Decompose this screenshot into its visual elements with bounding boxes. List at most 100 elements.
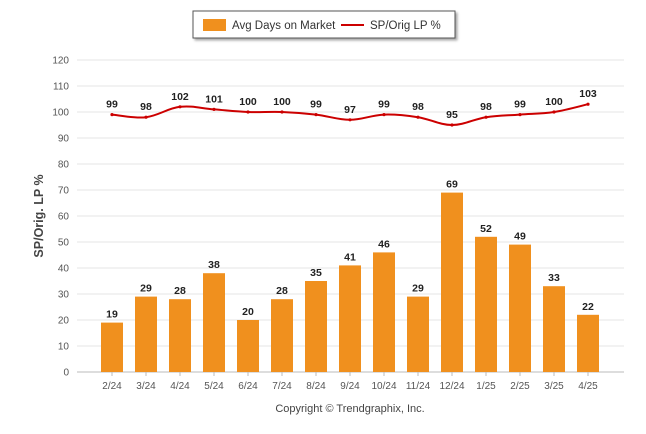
y-tick-label: 60 <box>58 212 70 223</box>
y-axis-ticks: 0 10 20 30 40 50 60 70 80 90 100 110 120 <box>52 56 69 379</box>
y-tick-label: 70 <box>58 186 70 197</box>
bar-value-label: 41 <box>344 251 356 263</box>
bar-series <box>101 192 599 372</box>
line-point <box>246 110 250 114</box>
x-tick-label: 9/24 <box>340 381 360 392</box>
bar <box>441 192 463 372</box>
bar-value-label: 20 <box>242 306 254 318</box>
bar-value-label: 33 <box>548 272 560 284</box>
line-point <box>416 115 420 119</box>
line-point <box>110 113 114 117</box>
bar-value-label: 28 <box>276 285 288 297</box>
line-point <box>144 115 148 119</box>
x-axis-ticks: 2/24 3/24 4/24 5/24 6/24 7/24 8/24 9/24 10/24 11/… <box>102 372 598 392</box>
y-tick-label: 120 <box>52 56 69 67</box>
x-tick-label: 8/24 <box>306 381 326 392</box>
line-point <box>518 113 522 117</box>
legend-label-bar: Avg Days on Market <box>232 20 336 32</box>
line-data-labels: 99 98 102 101 100 100 99 97 99 98 95 98 99 100 103 <box>106 88 597 121</box>
bar <box>237 320 259 372</box>
line-value-label: 100 <box>239 96 257 108</box>
y-tick-label: 80 <box>58 160 70 171</box>
line-point <box>450 123 454 127</box>
bar <box>373 252 395 372</box>
line-value-label: 102 <box>171 91 189 103</box>
legend: Avg Days on Market SP/Orig LP % <box>192 10 456 39</box>
y-tick-label: 110 <box>53 82 69 93</box>
y-axis-title: SP/Orig. LP % <box>32 174 46 257</box>
bar-value-label: 29 <box>412 283 424 295</box>
x-tick-label: 7/24 <box>272 381 292 392</box>
bar <box>577 314 599 372</box>
x-tick-label: 6/24 <box>238 381 258 392</box>
line-value-label: 99 <box>106 99 118 111</box>
bar-value-label: 35 <box>310 267 322 279</box>
x-tick-label: 4/24 <box>170 381 190 392</box>
bar-value-label: 29 <box>140 283 152 295</box>
bar <box>305 281 327 372</box>
bar-value-label: 49 <box>514 231 526 243</box>
x-tick-label: 2/25 <box>510 381 530 392</box>
y-tick-label: 20 <box>58 316 70 327</box>
bar-value-label: 46 <box>378 238 390 250</box>
x-tick-label: 5/24 <box>204 381 224 392</box>
bar-value-label: 19 <box>106 309 118 321</box>
line-value-label: 95 <box>446 109 458 121</box>
y-tick-label: 100 <box>52 108 69 119</box>
y-tick-label: 50 <box>58 238 70 249</box>
line-point <box>348 118 352 122</box>
x-tick-label: 1/25 <box>476 381 496 392</box>
line-value-label: 100 <box>273 96 291 108</box>
line-point <box>314 113 318 117</box>
line-point <box>484 115 488 119</box>
bar-value-label: 69 <box>446 179 458 191</box>
bar <box>271 299 293 372</box>
line-value-label: 101 <box>205 93 223 105</box>
bar <box>475 236 497 372</box>
y-tick-label: 30 <box>58 290 70 301</box>
y-tick-label: 0 <box>63 368 69 379</box>
bar <box>407 296 429 372</box>
bar <box>135 296 157 372</box>
y-tick-label: 10 <box>58 342 70 353</box>
line-value-label: 97 <box>344 104 356 116</box>
bar <box>543 286 565 372</box>
line-value-label: 98 <box>480 101 492 113</box>
x-tick-label: 3/25 <box>544 381 564 392</box>
line-value-label: 103 <box>579 88 597 100</box>
line-series <box>110 102 590 127</box>
bar <box>339 265 361 372</box>
line-value-label: 98 <box>412 101 424 113</box>
bar-value-label: 52 <box>480 223 492 235</box>
x-tick-label: 4/25 <box>578 381 598 392</box>
line-point <box>178 105 182 109</box>
x-tick-label: 11/24 <box>406 381 431 392</box>
line-point <box>212 107 216 111</box>
legend-box <box>192 10 456 39</box>
copyright-footer: Copyright © Trendgraphix, Inc. <box>275 403 424 415</box>
bar <box>101 322 123 372</box>
bar-value-label: 38 <box>208 259 220 271</box>
x-tick-label: 2/24 <box>102 381 122 392</box>
bar-data-labels: 19 29 28 38 20 28 35 41 46 29 69 52 49 33 22 <box>106 179 594 321</box>
bar-value-label: 28 <box>174 285 186 297</box>
x-tick-label: 3/24 <box>136 381 156 392</box>
legend-swatch-bar <box>203 19 226 31</box>
x-tick-label: 12/24 <box>439 381 464 392</box>
line-point <box>552 110 556 114</box>
line-value-label: 98 <box>140 101 152 113</box>
y-tick-label: 90 <box>58 134 70 145</box>
line-value-label: 99 <box>310 99 322 111</box>
bar <box>203 273 225 372</box>
line-point <box>280 110 284 114</box>
line-value-label: 99 <box>514 99 526 111</box>
line-point <box>382 113 386 117</box>
line-value-label: 99 <box>378 99 390 111</box>
legend-label-line: SP/Orig LP % <box>370 20 441 32</box>
y-tick-label: 40 <box>58 264 70 275</box>
bar <box>509 244 531 372</box>
line-value-label: 100 <box>545 96 563 108</box>
bar <box>169 299 191 372</box>
